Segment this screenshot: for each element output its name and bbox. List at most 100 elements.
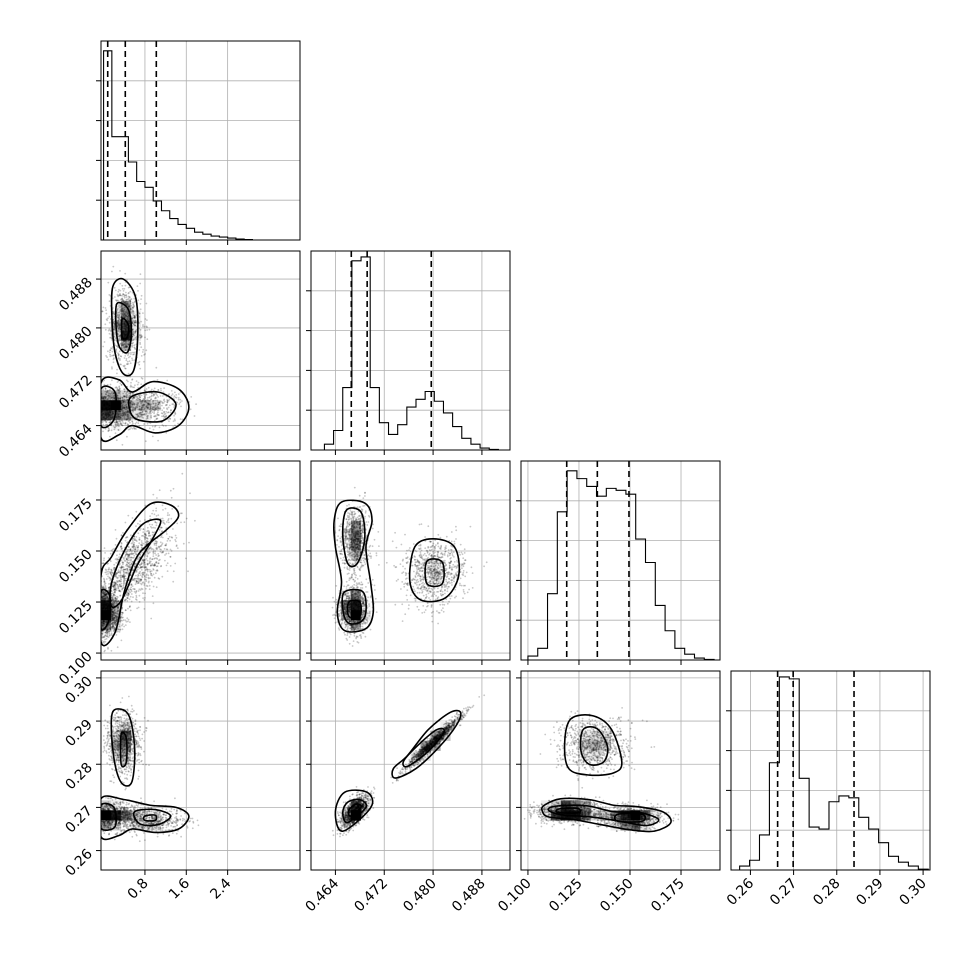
scatter-point <box>155 522 158 524</box>
scatter-point <box>141 413 143 416</box>
scatter-point <box>174 411 176 414</box>
scatter-point <box>96 614 98 616</box>
scatter-point <box>110 396 113 399</box>
scatter-point <box>112 404 115 406</box>
scatter-point <box>107 599 110 602</box>
scatter-point <box>140 334 143 337</box>
scatter-point <box>111 615 113 618</box>
scatter-point <box>136 546 139 549</box>
scatter-point <box>136 414 139 417</box>
scatter-point <box>115 580 118 582</box>
scatter-point <box>136 413 138 416</box>
scatter-point <box>86 395 88 397</box>
scatter-point <box>117 353 120 356</box>
scatter-point <box>118 318 121 320</box>
scatter-point <box>101 599 103 602</box>
scatter-point <box>105 630 108 633</box>
scatter-point <box>167 406 170 409</box>
scatter-point <box>103 341 106 343</box>
scatter-point <box>138 572 140 575</box>
y-tick-label: 0.480 <box>56 323 96 363</box>
scatter-point <box>123 296 126 299</box>
scatter-point <box>117 405 120 408</box>
scatter-point <box>137 580 140 583</box>
scatter-point <box>128 546 130 548</box>
scatter-point <box>115 349 118 352</box>
scatter-point <box>125 325 127 328</box>
scatter-point <box>98 627 100 629</box>
scatter-point <box>121 399 124 401</box>
scatter-point <box>101 612 104 614</box>
scatter-point <box>98 595 100 597</box>
scatter-point <box>106 401 109 404</box>
scatter-point <box>130 308 133 311</box>
scatter-point <box>116 572 119 575</box>
scatter-point <box>91 392 93 394</box>
scatter-point <box>127 314 130 316</box>
scatter-point <box>103 379 106 382</box>
scatter-point <box>93 404 95 406</box>
scatter-point <box>120 298 123 300</box>
scatter-point <box>132 397 135 399</box>
scatter-point <box>97 400 99 402</box>
scatter-point <box>164 415 167 418</box>
scatter-point <box>94 614 96 616</box>
scatter-point <box>141 406 144 409</box>
scatter-point <box>132 333 135 336</box>
scatter-point <box>105 407 108 409</box>
scatter-point <box>135 399 138 401</box>
scatter-point <box>98 598 100 600</box>
scatter-point <box>122 407 124 410</box>
scatter-point <box>99 607 101 609</box>
scatter-point <box>132 552 135 555</box>
scatter-point <box>112 318 115 321</box>
scatter-point <box>95 427 97 429</box>
scatter-point <box>110 571 113 574</box>
scatter-point <box>139 409 142 411</box>
scatter-point <box>127 343 130 346</box>
scatter-point <box>128 335 131 338</box>
scatter-point <box>98 598 100 600</box>
scatter-point <box>89 399 91 401</box>
scatter-point <box>117 408 120 411</box>
scatter-point <box>103 617 106 619</box>
scatter-point <box>133 321 136 324</box>
scatter-point <box>98 409 100 411</box>
scatter-point <box>98 414 100 416</box>
scatter-point <box>116 580 119 583</box>
scatter-point <box>97 401 99 403</box>
scatter-point <box>117 628 120 631</box>
scatter-point <box>96 619 98 621</box>
scatter-point <box>117 316 119 319</box>
scatter-point <box>93 410 95 412</box>
scatter-point <box>112 597 115 600</box>
scatter-point <box>125 408 128 411</box>
scatter-point <box>127 411 130 414</box>
scatter-point <box>134 336 137 339</box>
scatter-point <box>123 333 126 336</box>
scatter-point <box>90 409 92 411</box>
scatter-point <box>133 577 136 580</box>
scatter-point <box>134 348 137 351</box>
scatter-point <box>113 593 115 596</box>
scatter-point <box>109 397 112 400</box>
scatter-point <box>114 582 117 584</box>
scatter-point <box>87 415 89 417</box>
scatter-point <box>97 407 99 409</box>
scatter-point <box>108 418 110 420</box>
scatter-point <box>155 393 158 396</box>
scatter-point <box>102 430 104 433</box>
scatter-point <box>106 606 108 608</box>
scatter-point <box>98 621 100 623</box>
scatter-point <box>117 571 119 574</box>
scatter-point <box>86 594 88 596</box>
scatter-point <box>107 648 109 650</box>
scatter-point <box>128 392 131 395</box>
scatter-point <box>156 379 159 381</box>
scatter-point <box>169 489 172 492</box>
scatter-point <box>104 617 107 620</box>
scatter-point <box>123 339 126 342</box>
scatter-point <box>153 563 156 566</box>
scatter-point <box>115 622 117 625</box>
scatter-point <box>114 594 116 597</box>
